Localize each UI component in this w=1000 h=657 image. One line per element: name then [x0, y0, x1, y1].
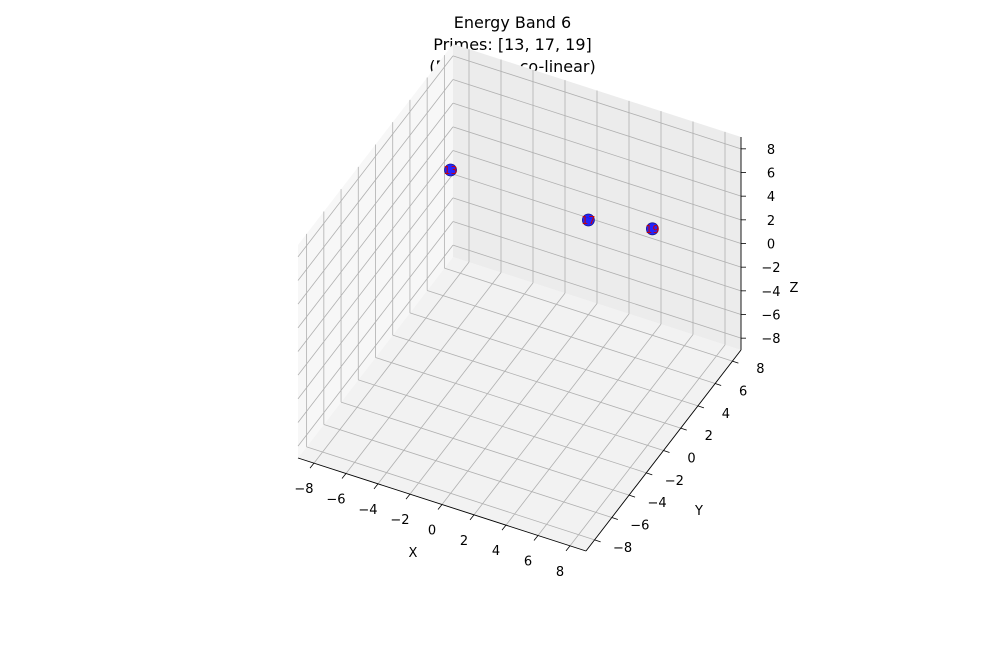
x-tick	[565, 545, 571, 552]
grid-line-z-left	[297, 150, 454, 352]
tick-marks	[297, 137, 746, 552]
x-tick-label: 2	[460, 534, 468, 549]
grid-line-z-left	[297, 221, 454, 423]
z-tick-label: −2	[761, 261, 780, 276]
z-tick-label: 8	[767, 143, 775, 158]
z-tick-label: −8	[761, 332, 780, 347]
grid-line-z-left	[297, 126, 454, 329]
z-tick-label: 2	[767, 214, 775, 229]
grid-line-y-floor	[323, 424, 612, 518]
z-tick-label: 6	[767, 167, 775, 182]
y-tick	[646, 472, 653, 476]
y-tick-label: 6	[739, 385, 747, 400]
grid-line-z-back	[452, 126, 742, 221]
grid-line-y-floor	[358, 379, 647, 474]
y-axis-label: Y	[694, 504, 703, 519]
z-axis-label: Z	[790, 281, 799, 296]
x-axis-label: X	[409, 546, 418, 561]
y-tick	[715, 383, 722, 386]
chart-title-line-1: Energy Band 6	[453, 13, 572, 32]
y-tick	[697, 405, 705, 409]
y-tick-label: 4	[722, 407, 730, 422]
x-tick	[405, 493, 411, 500]
grid-line-z-left	[297, 197, 454, 400]
data-point-label: 13	[444, 164, 458, 177]
x-tick-label: 6	[524, 555, 532, 570]
y-tick	[594, 539, 601, 543]
z-tick-label: 0	[767, 238, 775, 253]
grid-line-y-floor	[409, 312, 699, 407]
data-point	[645, 222, 659, 236]
grid-line-z-left	[297, 79, 454, 281]
grid-line-z-back	[452, 197, 742, 292]
x-tick-label: −8	[294, 482, 313, 497]
x-tick-label: 4	[492, 544, 500, 559]
z-tick-label: −6	[761, 309, 780, 324]
grid-line-y-floor	[392, 334, 681, 429]
x-tick-label: 0	[428, 524, 436, 539]
grid-line-z-back	[452, 173, 742, 268]
chart-title-line-2: Primes: [13, 17, 19]	[433, 35, 592, 54]
grid-lines	[297, 49, 742, 547]
x-tick	[501, 524, 507, 531]
y-tick	[663, 450, 670, 453]
x-tick	[341, 473, 347, 479]
y-tick-label: −4	[647, 496, 666, 511]
z-tick-label: −4	[761, 285, 780, 300]
grid-line-y-floor	[340, 401, 630, 496]
data-points: 13 17 19	[444, 163, 659, 236]
x-tick-label: −4	[358, 503, 377, 518]
x-tick-label: 8	[556, 565, 564, 580]
y-tick	[628, 494, 636, 498]
y-tick-label: 0	[687, 452, 695, 467]
y-tick-label: −6	[630, 519, 649, 534]
x-tick	[469, 514, 475, 521]
grid-line-y-floor	[306, 446, 595, 541]
x-tick-label: −6	[326, 493, 345, 508]
y-tick-label: 8	[756, 362, 764, 377]
data-point	[581, 213, 595, 227]
grid-line-z-back	[452, 150, 742, 244]
data-point-label: 17	[581, 214, 595, 227]
grid-line-y-floor	[444, 267, 733, 362]
grid-line-y-floor	[375, 357, 664, 451]
grid-line-z-back	[452, 221, 742, 315]
data-point-label: 19	[645, 223, 659, 236]
grid-line-z-left	[297, 55, 454, 258]
x-tick-label: −2	[390, 513, 409, 528]
y-tick	[732, 360, 739, 364]
y-tick-label: −8	[613, 541, 632, 556]
x-tick	[437, 504, 443, 510]
grid-line-z-left	[297, 102, 454, 305]
x-tick	[309, 462, 315, 469]
grid-line-z-back	[452, 79, 742, 173]
grid-line-z-left	[297, 173, 454, 376]
grid-line-y-floor	[427, 290, 716, 384]
grid-line-z-back	[452, 244, 742, 339]
z-tick-label: 4	[767, 190, 775, 205]
grid-line-z-back	[452, 102, 742, 197]
y-tick-label: 2	[705, 429, 713, 444]
grid-line-z-back	[452, 55, 742, 150]
grid-line-z-left	[297, 244, 454, 447]
y-tick	[680, 427, 687, 431]
x-tick	[533, 535, 539, 541]
data-point	[444, 163, 457, 177]
y-tick-label: −2	[665, 474, 684, 489]
x-tick	[373, 483, 379, 490]
y-tick	[611, 517, 618, 520]
